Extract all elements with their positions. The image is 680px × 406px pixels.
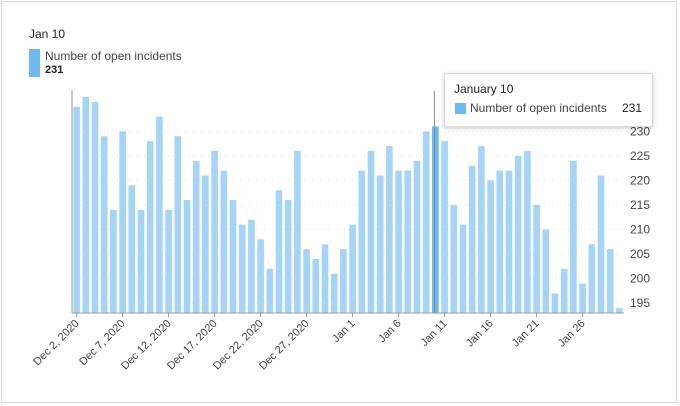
bar[interactable]	[100, 136, 108, 313]
bar[interactable]	[496, 170, 504, 313]
x-tick-label: Jan 6	[376, 318, 404, 346]
x-tick-label: Jan 26	[556, 318, 588, 350]
y-tick-label: 200	[630, 272, 650, 286]
bar[interactable]	[312, 258, 320, 313]
bar[interactable]	[413, 160, 421, 313]
bar[interactable]	[524, 150, 531, 313]
y-tick-label: 230	[630, 124, 650, 138]
bar[interactable]	[560, 268, 568, 313]
legend-swatch	[29, 49, 40, 77]
bar[interactable]	[505, 170, 513, 313]
x-tick-label: Jan 1	[330, 318, 358, 346]
legend-series-value: 231	[45, 64, 64, 76]
y-tick-label: 205	[630, 247, 650, 261]
bar[interactable]	[229, 200, 237, 313]
y-tick-label: 225	[630, 149, 650, 163]
bar[interactable]	[404, 170, 412, 313]
y-tick-label: 220	[630, 173, 650, 187]
bar[interactable]	[441, 141, 448, 313]
bar[interactable]	[303, 249, 310, 313]
bar[interactable]	[487, 180, 494, 313]
bar[interactable]	[202, 175, 209, 313]
bar[interactable]	[468, 165, 476, 313]
bar[interactable]	[82, 96, 90, 314]
bar[interactable]	[156, 116, 163, 313]
bar[interactable]	[110, 209, 117, 313]
bar[interactable]	[395, 170, 402, 313]
bar[interactable]	[367, 150, 375, 313]
bar[interactable]	[588, 244, 596, 313]
bar[interactable]	[119, 131, 126, 313]
y-tick-label: 210	[630, 223, 650, 237]
bar[interactable]	[570, 160, 577, 313]
bar[interactable]	[450, 204, 458, 313]
bar[interactable]	[432, 126, 439, 313]
bar[interactable]	[542, 229, 550, 313]
bar[interactable]	[192, 160, 200, 313]
x-tick-label: Jan 21	[510, 318, 542, 350]
y-tick-label: 195	[630, 296, 650, 310]
bar[interactable]	[137, 209, 145, 313]
bar[interactable]	[321, 244, 329, 313]
bar[interactable]	[284, 200, 292, 313]
x-tick-label: Jan 11	[418, 318, 449, 349]
bar[interactable]	[533, 204, 540, 313]
bar[interactable]	[376, 175, 384, 313]
bar[interactable]	[248, 219, 255, 313]
bar[interactable]	[128, 185, 136, 313]
tooltip-series-value: 231	[621, 101, 642, 115]
bar[interactable]	[183, 200, 191, 313]
bar[interactable]	[459, 224, 467, 313]
bar[interactable]	[266, 268, 274, 313]
bar[interactable]	[422, 131, 430, 313]
bar[interactable]	[257, 239, 264, 313]
x-tick-label: Dec 7, 2020	[77, 318, 127, 368]
tooltip-title: January 10	[454, 82, 514, 96]
bar[interactable]	[597, 175, 605, 313]
bar[interactable]	[616, 308, 623, 313]
bar[interactable]	[91, 101, 99, 313]
tooltip-swatch	[455, 103, 466, 114]
tooltip: January 10 Number of open incidents 231	[444, 73, 653, 127]
bar[interactable]	[478, 146, 485, 313]
bar[interactable]	[606, 249, 614, 313]
bar[interactable]	[220, 170, 228, 313]
bar[interactable]	[579, 283, 586, 313]
bar[interactable]	[165, 209, 172, 313]
tooltip-series-name: Number of open incidents	[470, 101, 607, 115]
x-tick-label: Jan 16	[464, 318, 496, 350]
bar[interactable]	[146, 141, 154, 313]
x-tick-label: Dec 2, 2020	[31, 318, 81, 368]
bar[interactable]	[340, 249, 347, 313]
y-tick-label: 215	[630, 198, 650, 212]
hover-date-label: Jan 10	[29, 27, 66, 41]
bar[interactable]	[73, 106, 80, 313]
legend-series-name: Number of open incidents	[45, 49, 182, 63]
bar[interactable]	[174, 136, 182, 313]
bar[interactable]	[551, 293, 559, 313]
bar[interactable]	[514, 155, 522, 313]
bar[interactable]	[294, 150, 301, 313]
bar[interactable]	[386, 146, 393, 313]
bar[interactable]	[211, 150, 218, 313]
bar[interactable]	[330, 273, 338, 313]
bar[interactable]	[349, 224, 356, 313]
bar[interactable]	[358, 170, 366, 313]
bar[interactable]	[238, 224, 246, 313]
bar[interactable]	[275, 190, 283, 313]
